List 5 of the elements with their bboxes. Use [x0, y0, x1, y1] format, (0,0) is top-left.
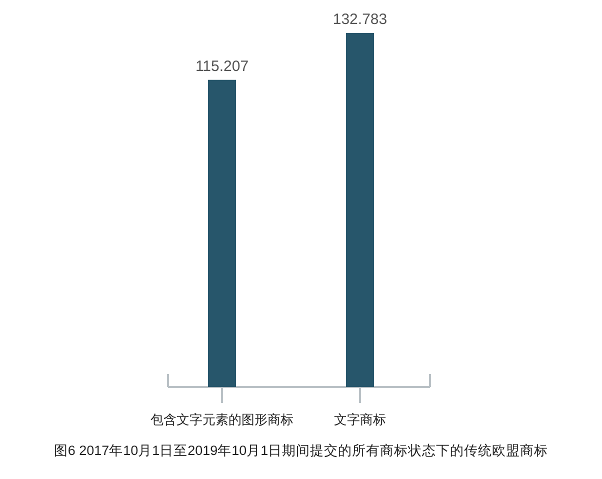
data-label: 132.783 [332, 11, 388, 28]
data-label: 115.207 [195, 58, 249, 75]
x-tick-label: 文字商标 [334, 412, 386, 427]
x-tick-label: 包含文字元素的图形商标 [150, 412, 294, 427]
caption: 图6 2017年10月1日至2019年10月1日期间提交的所有商标状态下的传统欧盟商标 [54, 443, 548, 458]
